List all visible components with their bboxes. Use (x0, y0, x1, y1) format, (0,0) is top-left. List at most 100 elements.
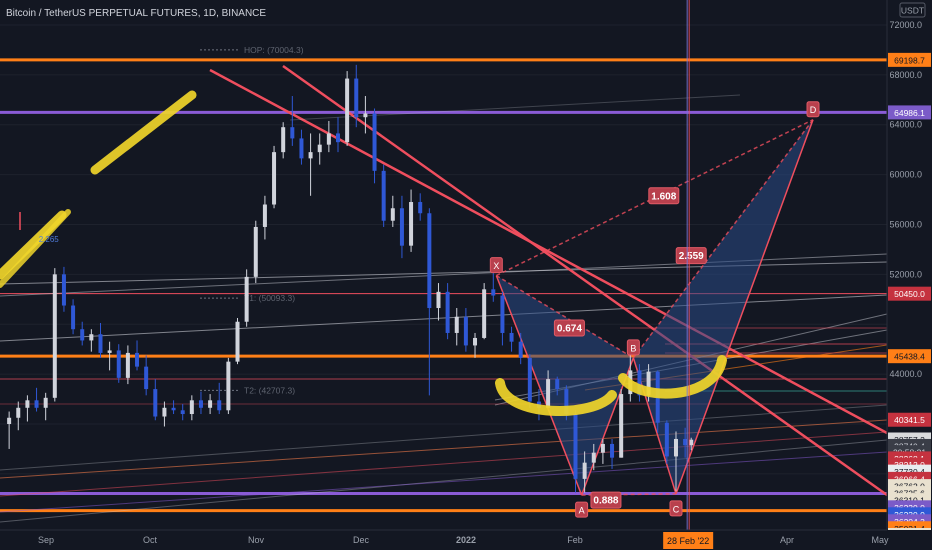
candle-body (153, 389, 158, 417)
candle-body (582, 462, 587, 479)
candle-body (171, 407, 176, 411)
candle-body (7, 417, 12, 424)
candle-body (546, 379, 551, 408)
ratio-label: 1.608 (651, 191, 676, 202)
ratio-label: 0.888 (593, 496, 618, 507)
candle-body (436, 291, 441, 309)
candle-body (363, 113, 368, 118)
price-label: 40341.5 (894, 415, 925, 425)
candle-body (80, 329, 85, 341)
price-label: 69198.7 (894, 55, 925, 65)
candle-body (683, 438, 688, 446)
candle-body (34, 400, 39, 408)
candle-body (500, 295, 505, 333)
candle-body (25, 400, 30, 408)
pattern-leg (495, 274, 634, 359)
time-tick: Apr (780, 535, 794, 545)
fib-level-label: T2: (42707.3) (244, 385, 295, 395)
candle-body (272, 152, 277, 205)
ratio-label: 0.674 (557, 323, 582, 334)
candle-body (372, 113, 377, 171)
candle-body (281, 127, 286, 153)
candle-body (326, 133, 331, 145)
time-axis[interactable]: Sep Oct Nov Dec 2022 Feb Apr May 28 Feb '22 (0, 529, 932, 550)
price-label: 45438.4 (894, 352, 925, 362)
price-label-box (888, 286, 931, 301)
currency-badge[interactable] (899, 2, 926, 18)
candle-body (664, 422, 669, 457)
candle-body (217, 400, 222, 411)
candle-body (244, 276, 249, 322)
pattern-point-label: C (673, 504, 680, 514)
pattern-point-label: D (810, 105, 817, 115)
candles (7, 64, 694, 493)
ratio-box (675, 247, 707, 265)
trend-lines (0, 64, 888, 523)
price-tick: 52000.0 (889, 269, 922, 279)
candle-body (409, 202, 414, 246)
candle-body (317, 144, 322, 153)
crosshair (686, 0, 690, 530)
trend-line (0, 451, 888, 513)
candle-body (564, 389, 569, 415)
candle-body (381, 170, 386, 221)
cursor-date-box (663, 532, 714, 549)
trend-line (282, 64, 888, 497)
candle-body (226, 361, 231, 411)
trend-line (0, 419, 888, 479)
candle-body (308, 152, 313, 159)
candle-body (198, 400, 203, 408)
pattern-xab-fill (496, 275, 634, 496)
pattern-leg (495, 275, 583, 496)
candle-body (235, 321, 240, 362)
yellow-stroke (0, 209, 71, 288)
candle-body (354, 78, 359, 118)
time-tick: Oct (143, 535, 158, 545)
candle-body (673, 438, 678, 457)
candle-body (262, 204, 267, 227)
pattern-bcd-fill (633, 119, 814, 494)
candle-body (16, 407, 21, 418)
pattern-point-label: B (630, 343, 636, 353)
candle-body (107, 350, 112, 353)
price-tick: 72000.0 (889, 20, 922, 30)
candle-body (509, 332, 514, 342)
candle-body (98, 334, 103, 353)
price-label-box (888, 412, 931, 427)
price-label: 50450.0 (894, 289, 925, 299)
yellow-smile-a (495, 378, 617, 416)
candle-body (299, 138, 304, 159)
price-axis[interactable]: 72000.0 68000.0 64000.0 60000.0 56000.0 52000… (886, 0, 932, 550)
fib-level-label: T1: (50093.3) (244, 293, 295, 303)
candle-body (189, 400, 194, 415)
pattern-points: X A B C D (489, 101, 820, 518)
candle-body (290, 127, 295, 139)
candle-body (619, 394, 624, 458)
ratio-box (648, 187, 680, 205)
pattern-point-box (669, 500, 683, 517)
candle-body (89, 334, 94, 341)
candle-body (518, 341, 523, 358)
candle-body (445, 291, 450, 333)
candle-body (61, 274, 66, 306)
time-tick: Feb (567, 535, 583, 545)
price-label-box (888, 105, 931, 120)
ratio-box (553, 319, 585, 337)
candle-body (555, 379, 560, 390)
candle-body (399, 208, 404, 246)
candle-body (52, 274, 57, 398)
candle-body (253, 226, 258, 277)
trend-line (0, 431, 888, 497)
candle-body (573, 414, 578, 479)
annotation-label: 2.265 (39, 235, 60, 244)
trend-line (0, 404, 888, 471)
yellow-stroke (0, 90, 197, 280)
price-tick: 44000.0 (889, 369, 922, 379)
candle-body (473, 337, 478, 346)
candle-body (125, 352, 130, 378)
pattern-point-label: A (579, 506, 585, 516)
price-tick: 56000.0 (889, 219, 922, 229)
candle-body (116, 350, 121, 378)
